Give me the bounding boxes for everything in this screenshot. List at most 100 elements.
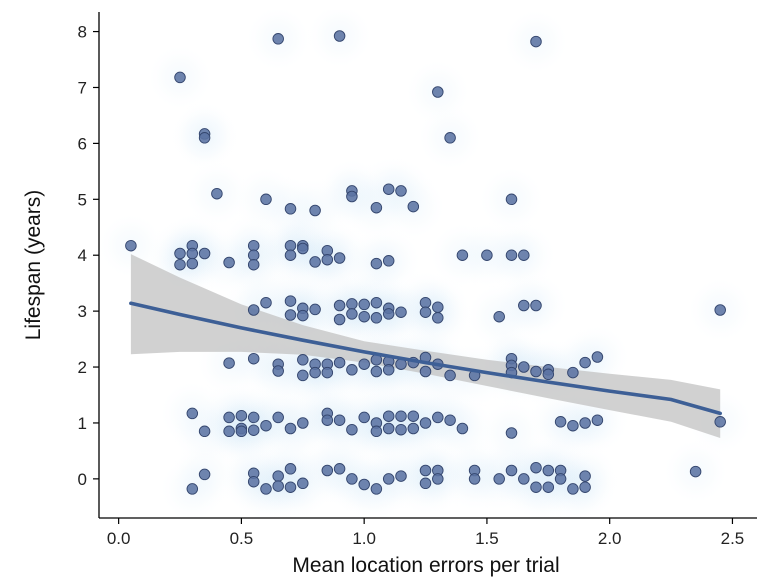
data-point [395, 470, 407, 482]
data-point [382, 308, 395, 320]
data-point [174, 71, 186, 84]
data-point [530, 35, 542, 48]
data-point [260, 483, 272, 495]
data-point [186, 257, 199, 270]
data-point [530, 365, 542, 378]
data-point [284, 203, 297, 215]
data-point [198, 247, 211, 260]
data-point [186, 483, 199, 495]
data-point [382, 364, 395, 376]
data-point [284, 463, 297, 475]
data-point [284, 309, 297, 321]
data-point [247, 352, 260, 365]
data-point [444, 414, 456, 426]
data-point [247, 239, 260, 252]
confidence-band [130, 254, 721, 438]
data-point [505, 249, 518, 261]
y-tick-label: 5 [78, 190, 87, 209]
y-tick-label: 4 [78, 246, 87, 265]
data-point [432, 301, 444, 313]
data-point [297, 242, 309, 255]
data-point [272, 365, 284, 377]
data-point [198, 425, 211, 438]
data-point [468, 473, 481, 485]
data-point [382, 422, 395, 435]
data-point [382, 183, 395, 195]
data-point [297, 477, 309, 490]
data-point [444, 369, 456, 382]
data-point [579, 356, 591, 369]
data-point [284, 249, 297, 261]
data-point [382, 255, 395, 267]
data-point [505, 193, 518, 206]
data-point [714, 416, 726, 428]
x-tick-label: 1.5 [475, 529, 499, 548]
data-point [370, 425, 383, 438]
data-point [346, 308, 358, 320]
data-point [272, 470, 284, 482]
data-point [419, 477, 432, 490]
data-point [358, 298, 370, 311]
data-point [370, 483, 383, 495]
data-point [395, 306, 407, 318]
x-tick-label: 2.0 [598, 529, 622, 548]
data-point [530, 461, 542, 474]
data-point [321, 414, 334, 426]
data-point [247, 304, 260, 316]
data-point [419, 417, 432, 429]
data-point [321, 253, 334, 266]
data-point [518, 473, 530, 485]
data-point [432, 86, 444, 98]
data-point [358, 310, 370, 323]
data-point [333, 313, 346, 326]
data-point [395, 423, 407, 436]
data-point [530, 481, 542, 493]
data-point [591, 351, 604, 363]
data-points [125, 30, 726, 495]
data-point [223, 256, 235, 269]
data-point [309, 204, 321, 217]
data-point [223, 411, 235, 424]
x-tick-label: 1.0 [352, 529, 376, 548]
data-point [358, 478, 370, 491]
data-point [247, 249, 260, 261]
data-point [505, 464, 518, 477]
x-tick-label: 2.5 [721, 529, 745, 548]
data-point [297, 417, 309, 429]
data-point [432, 411, 444, 424]
data-point [456, 422, 469, 435]
data-point [333, 356, 346, 369]
y-tick-label: 2 [78, 358, 87, 377]
data-point [333, 299, 346, 312]
data-point [260, 193, 272, 206]
y-axis-title: Lifespan (years) [22, 190, 45, 341]
data-point [505, 427, 518, 439]
data-point [370, 365, 383, 378]
data-point [370, 312, 383, 324]
data-point [198, 468, 211, 481]
x-axis-ticks: 0.0 0.5 1.0 1.5 2.0 2.5 [107, 518, 744, 548]
data-point [579, 470, 591, 482]
data-point [419, 296, 432, 309]
data-point [284, 295, 297, 307]
data-point [247, 411, 260, 424]
data-point [419, 306, 432, 318]
data-point [198, 132, 211, 144]
data-point [297, 354, 309, 366]
x-tick-label: 0.5 [230, 529, 254, 548]
data-point [358, 358, 370, 370]
data-point [333, 252, 346, 264]
data-point [419, 464, 432, 477]
data-point [321, 366, 334, 379]
data-point [235, 425, 248, 438]
data-point [284, 481, 297, 493]
data-point [321, 464, 334, 477]
data-point [346, 190, 358, 203]
data-point [456, 249, 469, 261]
data-point [333, 463, 346, 475]
data-point [186, 247, 199, 260]
data-point [579, 481, 591, 493]
data-point [542, 481, 555, 493]
data-point [554, 473, 567, 485]
